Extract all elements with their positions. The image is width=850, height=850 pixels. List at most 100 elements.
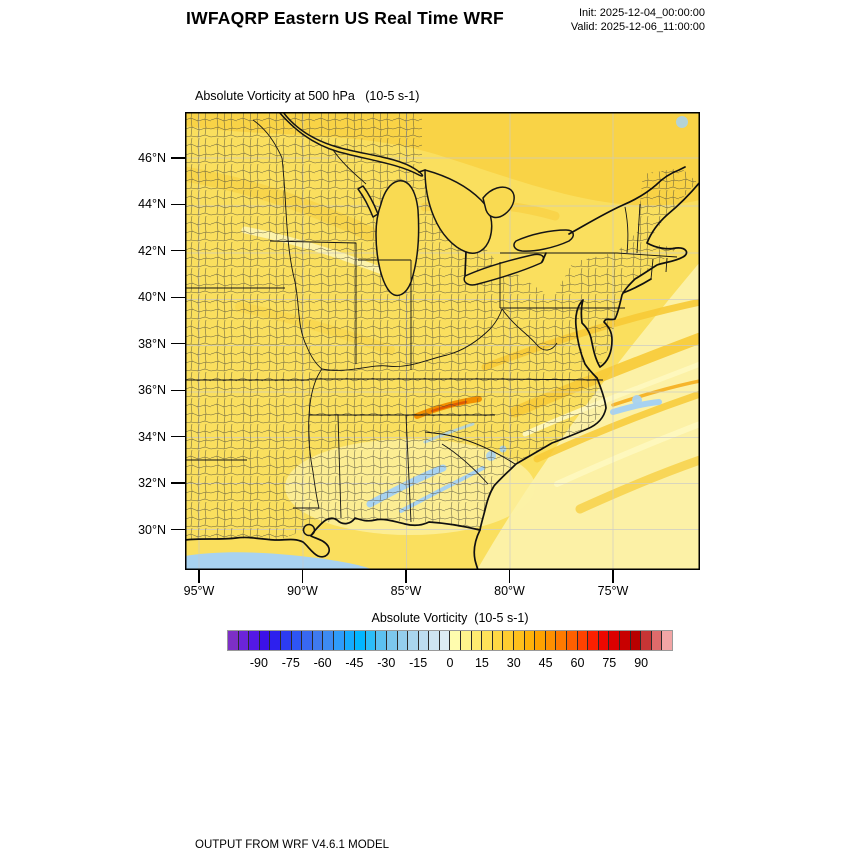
map-area xyxy=(185,112,700,570)
lat-tick-mark xyxy=(171,343,185,345)
colorbar-segment xyxy=(418,631,430,650)
colorbar xyxy=(227,630,673,651)
lat-tick-mark xyxy=(171,436,185,438)
colorbar-segment xyxy=(567,631,578,650)
colorbar-title: Absolute Vorticity (10-5 s-1) xyxy=(371,611,529,625)
lat-tick-label: 44°N xyxy=(138,197,166,212)
lon-tick-label: 85°W xyxy=(390,584,422,598)
lat-tick-label: 36°N xyxy=(138,383,166,398)
lat-tick-mark xyxy=(171,389,185,391)
valid-time: Valid: 2025-12-06_11:00:00 xyxy=(570,20,705,33)
colorbar-tick-label: -60 xyxy=(313,656,332,670)
colorbar-segment xyxy=(630,631,642,650)
colorbar-segment xyxy=(344,631,356,650)
colorbar-segment xyxy=(249,631,260,650)
lat-tick-label: 42°N xyxy=(138,243,166,258)
colorbar-segment xyxy=(514,631,525,650)
colorbar-segment xyxy=(641,631,652,650)
lake-ontario xyxy=(513,229,574,252)
colorbar-segment xyxy=(408,631,419,650)
lat-tick-mark xyxy=(171,250,185,252)
lat-tick-mark xyxy=(171,482,185,484)
lon-tick-label: 95°W xyxy=(183,584,215,598)
map-title: Absolute Vorticity at 500 hPa (10-5 s-1) xyxy=(195,89,420,103)
colorbar-segment xyxy=(312,631,324,650)
footer-model-line: OUTPUT FROM WRF V4.6.1 MODEL xyxy=(195,839,390,850)
footer: OUTPUT FROM WRF V4.6.1 MODEL WE = 310 ; … xyxy=(195,810,647,850)
colorbar-segment xyxy=(651,631,663,650)
state-borders xyxy=(185,119,678,523)
colorbar-segment xyxy=(355,631,366,650)
colorbar-segment xyxy=(450,631,462,650)
colorbar-segment xyxy=(545,631,557,650)
colorbar-tick-label: -15 xyxy=(409,656,428,670)
colorbar-segment xyxy=(376,631,387,650)
colorbar-segment xyxy=(228,631,239,650)
colorbar-segment xyxy=(291,631,303,650)
colorbar-segment xyxy=(482,631,493,650)
colorbar-segment xyxy=(397,631,409,650)
colorbar-tick-label: 60 xyxy=(570,656,585,670)
lon-tick-mark xyxy=(612,570,614,583)
colorbar-segment xyxy=(333,631,345,650)
lon-tick-label: 75°W xyxy=(597,584,629,598)
colorbar-tick-label: -30 xyxy=(377,656,396,670)
colorbar-tick-label: -90 xyxy=(249,656,268,670)
init-time: Init: 2025-12-04_00:00:00 xyxy=(579,7,705,19)
lake-superior xyxy=(278,112,424,177)
colorbar-tick-label: 30 xyxy=(506,656,521,670)
lon-tick-mark xyxy=(198,570,200,583)
lat-tick-label: 40°N xyxy=(138,290,166,305)
colorbar-segment xyxy=(662,631,672,650)
colorbar-segment xyxy=(386,631,398,650)
colorbar-segment xyxy=(577,631,589,650)
colorbar-tick-label: 45 xyxy=(538,656,553,670)
lon-tick-label: 80°W xyxy=(494,584,525,598)
colorbar-segment xyxy=(365,631,377,650)
colorbar-segment xyxy=(588,631,599,650)
colorbar-segment xyxy=(429,631,440,650)
green-bay xyxy=(357,185,379,218)
lat-tick-label: 32°N xyxy=(138,476,166,491)
colorbar-segment xyxy=(461,631,472,650)
map-frame xyxy=(185,112,700,570)
lat-tick-mark xyxy=(171,157,185,159)
colorbar-segment xyxy=(280,631,292,650)
field-orange-streak-ocean xyxy=(611,379,700,407)
coastline xyxy=(185,166,700,570)
lake-huron xyxy=(424,169,493,254)
lat-tick-label: 38°N xyxy=(138,336,166,351)
colorbar-tick-label: 75 xyxy=(602,656,617,670)
lat-tick-label: 34°N xyxy=(138,429,166,444)
colorbar-segment xyxy=(535,631,546,650)
lakes xyxy=(278,112,574,537)
colorbar-segment xyxy=(524,631,536,650)
colorbar-segment xyxy=(270,631,281,650)
colorbar-segment xyxy=(238,631,250,650)
colorbar-tick-label: 0 xyxy=(446,656,454,670)
colorbar-segment xyxy=(556,631,567,650)
lon-tick-mark xyxy=(508,570,511,583)
map-canvas xyxy=(185,112,700,570)
colorbar-segment xyxy=(471,631,483,650)
colorbar-segment xyxy=(302,631,313,650)
lat-tick-mark xyxy=(171,203,185,206)
colorbar-segment xyxy=(259,631,271,650)
lon-tick-mark xyxy=(301,570,304,583)
run-times: Init: 2025-12-04_00:00:00 Valid: 2025-12… xyxy=(555,7,705,34)
colorbar-tick-label: 90 xyxy=(634,656,649,670)
lat-tick-mark xyxy=(171,528,185,531)
page-title: IWFAQRP Eastern US Real Time WRF xyxy=(186,8,504,28)
colorbar-segment xyxy=(492,631,504,650)
colorbar-segment xyxy=(503,631,515,650)
colorbar-segment xyxy=(619,631,631,650)
colorbar-tick-label: -75 xyxy=(281,656,300,670)
lon-tick-label: 90°W xyxy=(287,584,318,598)
georgian-bay xyxy=(482,186,515,219)
lake-michigan xyxy=(375,180,420,297)
colorbar-tick-label: 15 xyxy=(474,656,489,670)
colorbar-tick-label: -45 xyxy=(345,656,364,670)
lat-tick-mark xyxy=(171,296,185,298)
colorbar-segment xyxy=(439,631,451,650)
